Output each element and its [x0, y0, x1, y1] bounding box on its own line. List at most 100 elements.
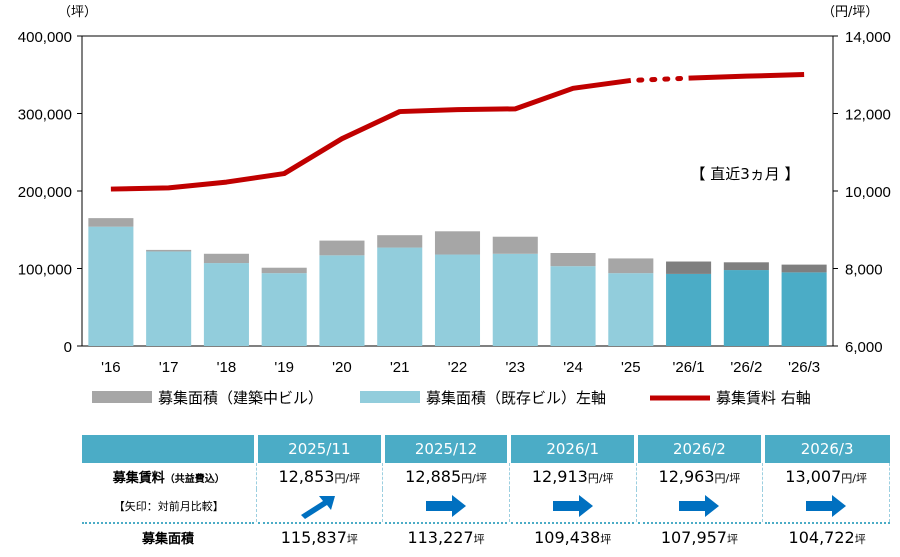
- rent-value: 13,007: [785, 466, 842, 486]
- right-arrow-icon: [552, 494, 593, 517]
- x-axis-tick-label: '23: [505, 359, 525, 376]
- x-axis-tick-label: '16: [101, 359, 121, 376]
- right-axis-tick-label: 14,000: [845, 29, 891, 46]
- area-value: 113,227: [407, 528, 474, 547]
- period-header: 2026/2: [634, 435, 763, 463]
- rent-label-note: （共益費込）: [164, 473, 225, 485]
- existing-area-bar: [608, 273, 654, 346]
- summary-table: 2025/11 2025/12 2026/1 2026/2 2026/3 募集賃…: [82, 435, 890, 551]
- rent-unit: 円/坪: [461, 471, 487, 485]
- right-arrow-icon: [426, 494, 467, 517]
- building-area-bar: [377, 235, 423, 248]
- legend-rent-label: 募集賃料 右軸: [716, 389, 811, 407]
- recent-three-months-label: 【 直近3ヵ月 】: [690, 165, 799, 183]
- building-area-bar: [781, 264, 827, 273]
- left-axis-tick-label: 0: [64, 339, 72, 356]
- up-right-arrow-icon: [301, 495, 336, 519]
- left-axis-tick-label: 200,000: [18, 184, 72, 201]
- trend-arrow-cell: [255, 489, 384, 523]
- building-area-bar: [146, 249, 192, 252]
- area-value: 104,722: [788, 528, 855, 547]
- building-area-bar: [203, 253, 249, 264]
- x-axis-tick-label: '17: [159, 359, 179, 376]
- right-axis-unit: （円/坪）: [822, 5, 878, 20]
- area-value-cell: 113,227坪: [380, 522, 510, 551]
- rent-value-cell: 12,963円/坪: [635, 463, 764, 489]
- building-area-bar: [88, 218, 134, 227]
- rent-line-historic: [110, 77, 632, 192]
- rent-line-gap-dotted: [636, 75, 684, 83]
- existing-area-bar: [781, 272, 827, 346]
- existing-area-bar: [723, 270, 769, 346]
- trend-arrow-cell: [382, 489, 510, 523]
- table-header-blank: [82, 435, 256, 463]
- x-axis-tick-label: '18: [217, 359, 237, 376]
- area-value-cell: 109,438坪: [507, 522, 637, 551]
- rent-value: 12,853: [278, 466, 335, 486]
- existing-area-bar: [377, 247, 423, 346]
- area-value: 109,438: [534, 528, 601, 547]
- legend-building-label: 募集面積（建築中ビル）: [158, 389, 323, 407]
- period-header: 2025/11: [254, 435, 383, 463]
- building-area-bar: [550, 253, 596, 267]
- building-area-bar: [666, 261, 712, 274]
- x-axis-tick-label: '20: [332, 359, 352, 376]
- building-area-bar: [723, 262, 769, 271]
- existing-area-bar: [203, 263, 249, 346]
- area-value-cell: 104,722坪: [760, 522, 890, 551]
- x-axis-tick-label: '26/3: [788, 359, 820, 376]
- left-axis-unit: （坪）: [58, 5, 97, 20]
- right-arrow-icon: [806, 494, 847, 517]
- x-axis-tick-label: '24: [563, 359, 583, 376]
- rent-label: 募集賃料: [112, 470, 165, 486]
- existing-area-bar: [550, 266, 596, 346]
- rent-unit: 円/坪: [587, 471, 614, 485]
- building-area-bar: [319, 240, 365, 256]
- existing-area-bar: [666, 273, 712, 346]
- area-unit: 坪: [726, 533, 738, 546]
- existing-area-bar: [261, 273, 307, 346]
- area-row: 募集面積 115,837坪 113,227坪 109,438坪 107,957坪…: [82, 522, 890, 551]
- rent-unit: 円/坪: [841, 471, 867, 485]
- rent-value-cell: 12,885円/坪: [382, 463, 510, 489]
- area-value-cell: 115,837坪: [254, 522, 383, 551]
- area-value: 115,837: [280, 528, 347, 547]
- x-axis-tick-label: '21: [390, 359, 410, 376]
- existing-area-bar: [319, 255, 365, 346]
- building-area-bar: [492, 236, 538, 254]
- rent-line-recent: [688, 71, 805, 81]
- chart-area: 400,000 300,000 200,000 100,000 0 14,000 12,00…: [18, 5, 891, 407]
- existing-area-bar: [88, 226, 134, 346]
- x-axis-tick-label: '26/2: [730, 359, 762, 376]
- legend-building-swatch: [92, 391, 152, 403]
- building-area-bar: [608, 258, 654, 274]
- existing-area-bar: [434, 254, 481, 346]
- rent-value: 12,963: [658, 466, 715, 486]
- period-header: 2026/1: [507, 435, 637, 463]
- x-axis-tick-label: '19: [274, 359, 294, 376]
- building-area-bar: [434, 231, 481, 255]
- area-unit: 坪: [473, 533, 485, 546]
- area-unit: 坪: [346, 533, 358, 546]
- area-unit: 坪: [854, 533, 866, 546]
- right-axis-tick-label: 12,000: [845, 107, 891, 124]
- arrow-row-label: 【矢印：対前月比較】: [113, 499, 224, 513]
- arrow-row: 【矢印：対前月比較】: [82, 489, 890, 523]
- legend-existing-label: 募集面積（既存ビル）左軸: [426, 389, 606, 407]
- table-header-row: 2025/11 2025/12 2026/1 2026/2 2026/3: [82, 435, 890, 463]
- rent-unit: 円/坪: [714, 471, 741, 485]
- right-axis-tick-label: 6,000: [845, 339, 883, 356]
- left-axis-tick-label: 400,000: [18, 29, 72, 46]
- rent-row: 募集賃料（共益費込） 12,853円/坪 12,885円/坪 12,913円/坪…: [82, 463, 890, 489]
- area-value-cell: 107,957坪: [634, 522, 763, 551]
- period-header: 2025/12: [380, 435, 510, 463]
- area-row-label: 募集面積: [82, 522, 256, 551]
- building-area-bar: [261, 267, 307, 274]
- rent-unit: 円/坪: [334, 471, 361, 485]
- existing-area-bar: [146, 251, 192, 346]
- rent-value-cell: 12,853円/坪: [255, 463, 384, 489]
- left-axis-tick-label: 100,000: [18, 262, 72, 279]
- right-axis-tick-label: 8,000: [845, 262, 883, 279]
- rent-row-label: 募集賃料（共益費込）: [82, 463, 256, 489]
- area-value: 107,957: [660, 528, 727, 547]
